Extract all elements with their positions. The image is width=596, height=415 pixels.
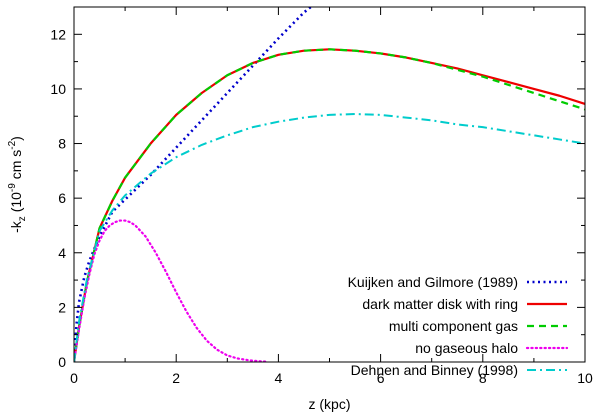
legend-label-1: Kuijken and Gilmore (1989) (348, 274, 518, 290)
legend-label-5: Dehnen and Binney (1998) (351, 362, 518, 378)
y-axis-label-sup2: -2 (7, 140, 18, 149)
y-tick-label: 8 (58, 136, 66, 152)
series-line-5 (74, 113, 585, 362)
legend: Kuijken and Gilmore (1989) dark matter di… (348, 274, 569, 378)
y-axis-label-sub: z (17, 216, 28, 221)
legend-label-4: no gaseous halo (415, 340, 518, 356)
y-axis-label-prefix: -k (8, 220, 24, 233)
y-axis-label-sup: -9 (7, 183, 18, 192)
series-line-2 (74, 48, 585, 362)
y-axis-label-mid2: cm s (8, 150, 24, 183)
x-tick-label: 10 (577, 370, 593, 386)
y-tick-label: 4 (58, 245, 66, 261)
x-axis-label: z (kpc) (309, 396, 351, 412)
x-tick-label: 0 (70, 370, 78, 386)
axis-ticks (73, 7, 586, 363)
series-line-4 (74, 219, 270, 362)
tick-labels: 0 2 4 6 8 10 0 2 4 6 8 10 12 (50, 26, 593, 386)
y-axis-label-suffix: ) (8, 136, 24, 141)
y-axis-label-mid: (10 (8, 192, 24, 216)
y-tick-label: 0 (58, 354, 66, 370)
plot-lines (74, 7, 585, 362)
legend-label-3: multi component gas (389, 318, 518, 334)
x-tick-label: 8 (479, 370, 487, 386)
series-line-1 (74, 7, 313, 362)
series-line-3 (74, 48, 585, 362)
x-tick-label: 4 (275, 370, 283, 386)
legend-label-2: dark matter disk with ring (362, 296, 518, 312)
x-tick-label: 2 (172, 370, 180, 386)
y-axis-label: -kz (10-9 cm s-2) (7, 136, 28, 233)
y-tick-label: 10 (50, 81, 66, 97)
y-tick-label: 6 (58, 190, 66, 206)
y-tick-label: 12 (50, 26, 66, 42)
y-tick-label: 2 (58, 299, 66, 315)
x-tick-label: 6 (377, 370, 385, 386)
